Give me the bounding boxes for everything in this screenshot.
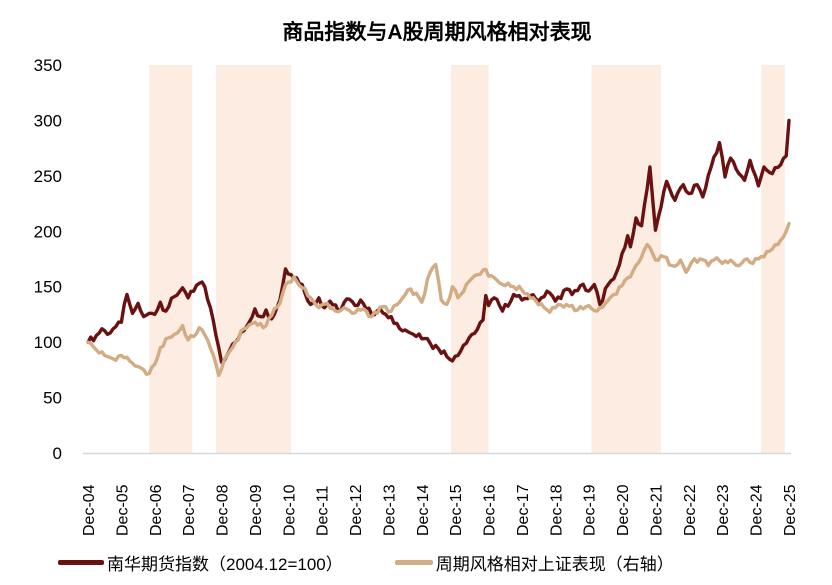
x-tick-label: Dec-19 xyxy=(582,484,599,536)
x-tick-label: Dec-08 xyxy=(215,484,232,536)
y-tick-label: 50 xyxy=(43,389,62,408)
legend-item-nanhua-futures-index: 南华期货指数（2004.12=100） xyxy=(58,550,343,575)
series-line-cyclical-style xyxy=(86,221,791,378)
legend-item-cyclical-style: 周期风格相对上证表现（右轴） xyxy=(394,550,674,575)
series-line-commodity-index xyxy=(86,118,791,364)
y-tick-label: 0 xyxy=(53,444,62,463)
x-tick-label: Dec-22 xyxy=(682,484,699,536)
x-tick-label: Dec-04 xyxy=(81,484,98,536)
legend-line-swatch-maroon xyxy=(58,560,104,565)
legend-label-cyclical: 周期风格相对上证表现（右轴） xyxy=(435,555,674,574)
y-tick-label: 300 xyxy=(34,111,62,130)
x-tick-label: Dec-05 xyxy=(114,484,131,536)
x-tick-label: Dec-12 xyxy=(348,484,365,536)
y-tick-label: 350 xyxy=(34,56,62,75)
highlight-band xyxy=(761,65,785,453)
x-tick-label: Dec-20 xyxy=(615,484,632,536)
x-tick-label: Dec-21 xyxy=(648,484,665,536)
highlight-band xyxy=(591,65,662,453)
chart-title: 商品指数与A股周期风格相对表现 xyxy=(282,21,592,44)
y-tick-label: 150 xyxy=(34,278,62,297)
legend-line-swatch-tan xyxy=(394,560,433,565)
legend-label-nanhua: 南华期货指数（2004.12=100） xyxy=(107,555,343,574)
x-tick-label: Dec-07 xyxy=(181,484,198,536)
x-tick-label: Dec-23 xyxy=(715,484,732,536)
x-tick-label: Dec-13 xyxy=(381,484,398,536)
x-tick-label: Dec-06 xyxy=(148,484,165,536)
x-tick-label: Dec-10 xyxy=(281,484,298,536)
x-tick-label: Dec-18 xyxy=(548,484,565,536)
x-tick-label: Dec-14 xyxy=(415,484,432,536)
y-tick-label: 100 xyxy=(34,333,62,352)
x-tick-label: Dec-09 xyxy=(248,484,265,536)
x-tick-label: Dec-24 xyxy=(749,484,766,536)
y-tick-label: 200 xyxy=(34,222,62,241)
x-tick-label: Dec-17 xyxy=(515,484,532,536)
highlight-band xyxy=(215,65,292,453)
x-tick-label: Dec-16 xyxy=(482,484,499,536)
highlight-band xyxy=(451,65,489,453)
legend: 南华期货指数（2004.12=100） 周期风格相对上证表现（右轴） xyxy=(58,550,832,575)
y-tick-label: 250 xyxy=(34,167,62,186)
x-tick-label: Dec-15 xyxy=(448,484,465,536)
x-tick-label: Dec-25 xyxy=(782,484,799,536)
x-tick-label: Dec-11 xyxy=(315,486,332,536)
highlight-band xyxy=(149,65,193,453)
